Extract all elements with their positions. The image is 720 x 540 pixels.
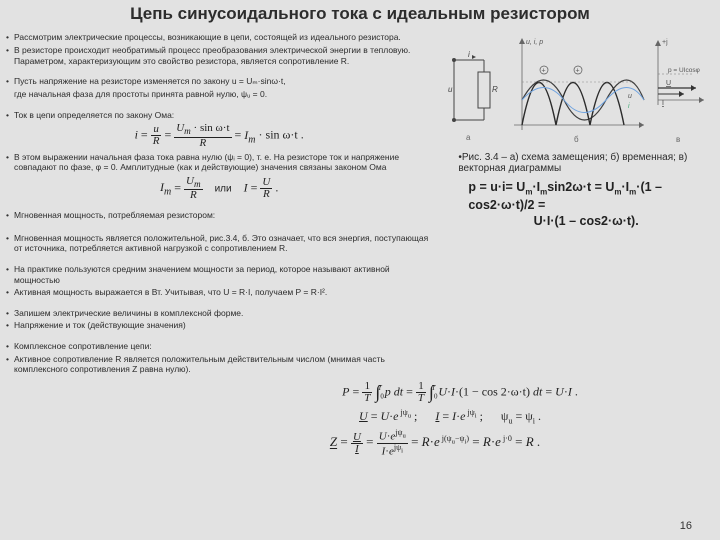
complex-ui-formula: U = U·e jψu ; I = I·e jψi ; ψu = ψi .: [180, 408, 720, 425]
or-word: или: [215, 183, 232, 194]
svg-text:i: i: [628, 103, 630, 110]
left-column: •Рассмотрим электрические процессы, возн…: [6, 30, 432, 377]
svg-text:u, i, p: u, i, p: [526, 39, 543, 46]
ohm-formula: i = uR = Um · sin ω·tR = Im · sin ω·t .: [6, 123, 432, 148]
svg-text:p = UIcosφ: p = UIcosφ: [668, 67, 700, 74]
svg-text:u: u: [628, 93, 632, 100]
svg-text:б: б: [574, 135, 579, 144]
slide-title: Цепь синусоидального тока с идеальным ре…: [0, 0, 720, 30]
content-columns: •Рассмотрим электрические процессы, возн…: [0, 30, 720, 377]
svg-text:+: +: [576, 68, 580, 75]
bullet-13: Активное сопротивление R является положи…: [14, 354, 432, 375]
svg-text:в: в: [676, 135, 680, 144]
im-formula: Im = UmR или I = UR .: [6, 176, 432, 201]
svg-text:а: а: [466, 133, 471, 142]
bullet-3: где начальная фаза для простоты принята …: [14, 89, 432, 100]
svg-text:u: u: [448, 85, 453, 94]
bullet-6: Мгновенная мощность, потребляемая резист…: [14, 210, 432, 221]
z-formula: Z = UI = U·ejψuI·ejψi = R·e j(ψu−ψi) = R…: [150, 429, 720, 457]
svg-text:I: I: [662, 100, 664, 107]
avg-power-formula: P = 1T ∫0T p dt = 1T ∫0T U·I·(1 − cos 2·…: [200, 381, 720, 404]
figure-caption: •Рис. 3.4 – а) схема замещения; б) време…: [438, 150, 714, 178]
bullet-2: Пусть напряжение на резисторе изменяется…: [14, 76, 432, 87]
bullet-0: Рассмотрим электрические процессы, возни…: [14, 32, 432, 43]
circuit-diagram: u R i а u, i, p: [446, 30, 706, 150]
svg-text:U: U: [666, 80, 671, 87]
bullet-1: В резисторе происходит необратимый проце…: [14, 45, 432, 66]
bullet-8: На практике пользуются средним значением…: [14, 264, 432, 285]
bullet-7: Мгновенная мощность является положительн…: [14, 233, 432, 254]
svg-text:R: R: [492, 85, 498, 94]
bullet-4: Ток в цепи определяется по закону Ома:: [14, 110, 432, 121]
svg-text:+: +: [542, 68, 546, 75]
bullet-5: В этом выражении начальная фаза тока рав…: [14, 152, 432, 173]
power-equation: p = u·i= Um·Imsin2ω·t = Um·Im·(1 – cos2·…: [438, 178, 714, 233]
bullet-11: Напряжение и ток (действующие значения): [14, 320, 432, 331]
svg-text:i: i: [468, 50, 470, 59]
page-number: 16: [680, 520, 692, 532]
bullet-9: Активная мощность выражается в Вт. Учиты…: [14, 287, 432, 298]
svg-text:+j: +j: [662, 39, 668, 46]
bullet-10: Запишем электрические величины в комплек…: [14, 308, 432, 319]
bullet-12: Комплексное сопротивление цепи:: [14, 341, 432, 352]
right-column: u R i а u, i, p: [432, 30, 714, 377]
